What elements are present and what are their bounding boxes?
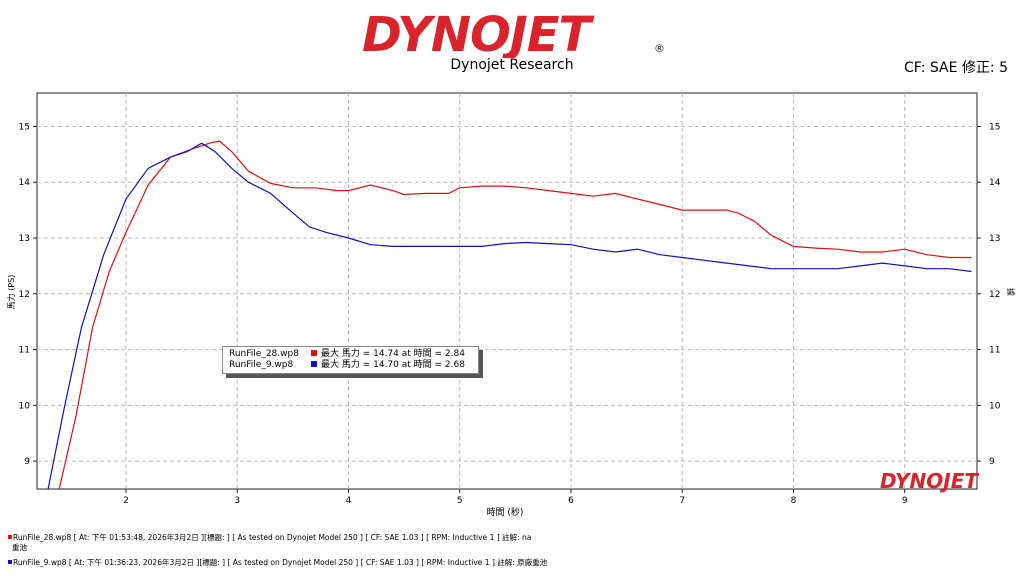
watermark-logo: DYNOJET [880, 469, 979, 493]
y-tick-label: 15 [19, 122, 30, 132]
y-tick-label: 10 [19, 401, 31, 411]
legend-max-text: 最大 馬力 = 14.74 at 時間 = 2.84 [321, 349, 465, 359]
footer-run-text: RunFile_28.wp8 [ At: 下午 01:53:48, 2026年3… [13, 533, 532, 542]
x-tick-label: 4 [346, 496, 352, 506]
grid-lines [37, 93, 977, 489]
y-tick-label: 14 [19, 178, 31, 188]
x-tick-label: 7 [679, 496, 685, 506]
y-tick-label-right: 15 [989, 122, 1000, 132]
dynojet-logo: DYNOJET ® [360, 6, 665, 63]
axis-ticks: 2 3 4 5 6 7 8 9 9 9 10 10 11 11 12 12 13 13 14 14 15 15 [19, 122, 1001, 506]
x-tick-label: 9 [902, 496, 908, 506]
registered-mark-icon: ® [654, 42, 665, 55]
y-tick-label-right: 10 [989, 401, 1001, 411]
x-tick-label: 5 [457, 496, 463, 506]
y-tick-label-right: 11 [989, 346, 1000, 356]
y-tick-label: 11 [19, 346, 30, 356]
y-tick-label-right: 13 [989, 234, 1000, 244]
y-tick-label: 13 [19, 234, 30, 244]
legend-file-name: RunFile_28.wp8 [229, 349, 299, 359]
plot-area [36, 92, 978, 490]
series-lines [47, 140, 972, 489]
legend-entry: RunFile_9.wp8 最大 馬力 = 14.70 at 時間 = 2.68 [229, 359, 465, 371]
run-color-marker [8, 560, 12, 564]
correction-factor-label: CF: SAE 修正: 5 [903, 60, 1008, 76]
footer-run-note: 重池 [12, 543, 27, 552]
y-axis-label: 馬力 (PS) [6, 275, 16, 310]
footer-run-info: RunFile_9.wp8 [ At: 下午 01:36:23, 2026年3月… [8, 557, 547, 568]
y-tick-label-right: 12 [989, 290, 1000, 300]
series-line-2 [47, 142, 972, 489]
y-tick-label: 9 [24, 457, 30, 467]
legend-max-text: 最大 馬力 = 14.70 at 時間 = 2.68 [321, 360, 465, 370]
chart-legend: RunFile_28.wp8 最大 馬力 = 14.74 at 時間 = 2.84… [222, 346, 479, 374]
x-tick-label: 2 [123, 496, 129, 506]
y-tick-label: 12 [19, 290, 30, 300]
legend-entry: RunFile_28.wp8 最大 馬力 = 14.74 at 時間 = 2.84 [229, 348, 465, 360]
legend-swatch-blue [311, 361, 317, 367]
legend-swatch-red [311, 350, 317, 356]
footer-run-text: RunFile_9.wp8 [ At: 下午 01:36:23, 2026年3月… [13, 558, 548, 567]
legend-file-name: RunFile_9.wp8 [229, 360, 294, 370]
x-tick-label: 3 [234, 496, 240, 506]
x-axis-label: 時間 (秒) [487, 506, 524, 518]
x-tick-label: 6 [568, 496, 574, 506]
y-tick-label-right: 14 [989, 178, 1001, 188]
x-tick-label: 8 [791, 496, 797, 506]
footer-run-info: RunFile_28.wp8 [ At: 下午 01:53:48, 2026年3… [8, 532, 531, 543]
logo-text-red: DYNOJET [362, 7, 595, 58]
chart-subtitle: Dynojet Research [450, 57, 574, 73]
run-color-marker [8, 535, 12, 539]
y-axis-label-right: 據 [1006, 288, 1016, 296]
y-tick-label-right: 9 [989, 457, 995, 467]
